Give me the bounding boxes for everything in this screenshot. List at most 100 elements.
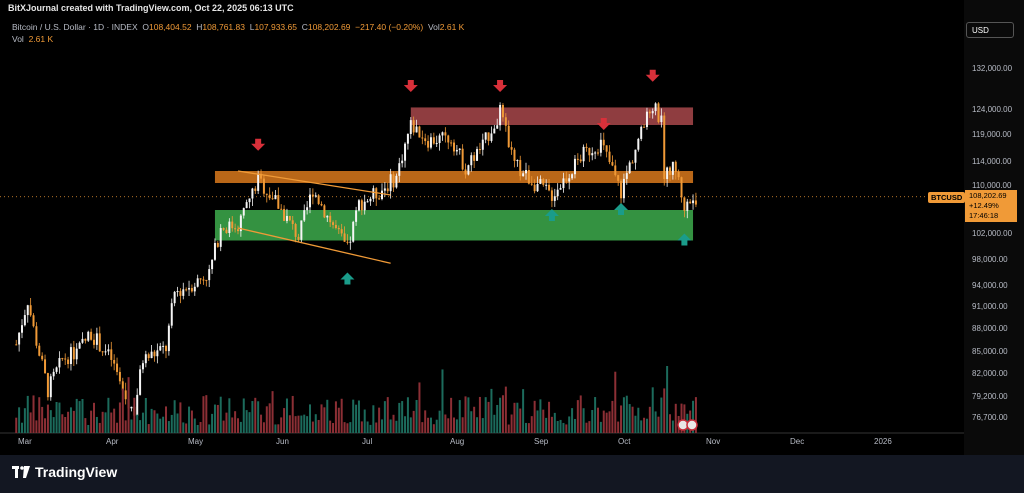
volume-bar (52, 417, 55, 433)
candle-body (297, 236, 300, 240)
volume-bar (265, 406, 268, 433)
volume-bar (162, 416, 165, 433)
volume-bar (193, 418, 196, 433)
candle-body (692, 200, 695, 204)
candle-body (484, 132, 487, 140)
symbol-description[interactable]: Bitcoin / U.S. Dollar · 1D · INDEX (12, 22, 138, 32)
candle-body (677, 171, 680, 178)
y-tick-label: 85,000.00 (972, 347, 1008, 356)
candle-body (343, 233, 346, 242)
candle-body (597, 152, 599, 154)
volume-bar (156, 413, 159, 433)
candle-body (666, 167, 669, 179)
volume-bar (147, 424, 150, 433)
candle-body (614, 165, 617, 176)
volume-bar (144, 397, 147, 433)
candle-body (265, 193, 268, 195)
candle-body (363, 201, 366, 211)
x-tick-label: Jul (362, 437, 373, 446)
volume-indicator-label: Vol (12, 34, 24, 44)
candle-body (617, 175, 620, 181)
candle-body (432, 137, 435, 144)
volume-bar (254, 397, 257, 433)
price-axis[interactable] (964, 0, 1024, 455)
volume-bar (620, 405, 623, 433)
candle-body (225, 229, 228, 233)
volume-bar (381, 419, 383, 433)
ohlc-legend: Bitcoin / U.S. Dollar · 1D · INDEX O108,… (12, 22, 464, 32)
x-tick-label: Oct (618, 437, 631, 446)
candle-body (26, 305, 29, 316)
candle-body (663, 115, 666, 179)
volume-bar (343, 422, 346, 433)
volume-bar (61, 414, 64, 433)
volume-bar (669, 414, 671, 433)
candle-body (447, 135, 450, 143)
volume-bar (248, 412, 251, 433)
candle-body (352, 221, 355, 242)
volume-bar (611, 400, 614, 433)
volume-bar (225, 412, 228, 433)
volume-bar (262, 422, 265, 433)
volume-bar (303, 414, 306, 433)
volume-bar (663, 388, 666, 433)
volume-bar (228, 398, 231, 433)
volume-bar (421, 422, 424, 433)
candle-body (435, 143, 438, 145)
candle-body (165, 345, 167, 352)
volume-bar (562, 422, 565, 433)
candle-body (257, 173, 260, 191)
candle-body (349, 241, 352, 243)
volume-bar (95, 416, 98, 433)
candle-body (64, 358, 67, 360)
candle-body (476, 149, 479, 161)
candle-body (326, 215, 329, 218)
volume-bar (211, 413, 214, 433)
candle-body (429, 137, 432, 148)
candle-body (237, 229, 239, 232)
volume-bar (378, 407, 381, 433)
volume-bar (415, 400, 418, 433)
currency-button[interactable]: USD (966, 22, 1014, 38)
volume-bar (383, 401, 386, 433)
candle-body (622, 178, 625, 199)
volume-bar (559, 419, 562, 433)
volume-bar (548, 401, 551, 433)
up-arrow-icon (614, 203, 629, 215)
volume-bar (219, 396, 222, 433)
price-chart[interactable] (0, 0, 1024, 455)
candle-body (213, 242, 216, 260)
candle-body (602, 139, 605, 146)
tradingview-logo[interactable]: TradingView (12, 464, 117, 480)
volume-bar (190, 410, 193, 433)
volume-bar (202, 396, 205, 433)
volume-bar (44, 418, 47, 433)
volume-bar (346, 423, 349, 433)
candle-body (280, 208, 283, 210)
volume-legend[interactable]: Vol 2.61 K (12, 34, 53, 44)
candle-body (686, 201, 689, 211)
volume-bar (257, 401, 260, 433)
candle-body (52, 371, 55, 377)
x-tick-label: Sep (534, 437, 549, 446)
candle-body (222, 228, 225, 230)
volume-bar (87, 424, 90, 433)
volume-bar (355, 404, 358, 433)
low-value: 107,933.65 (254, 22, 297, 32)
volume-bar (78, 401, 81, 433)
symbol-tag: BTCUSD (928, 192, 966, 203)
volume-bar (398, 402, 401, 433)
candle-body (573, 158, 576, 175)
volume-bar (329, 420, 332, 433)
candle-body (219, 228, 222, 247)
candle-body (337, 228, 340, 230)
volume-bar (98, 422, 101, 433)
zone-pivot (214, 171, 694, 183)
candle-body (21, 325, 23, 333)
volume-bar (127, 377, 130, 433)
volume-bar (369, 424, 372, 433)
candle-body (196, 278, 199, 287)
candle-body (421, 137, 424, 139)
volume-bar (631, 406, 634, 433)
volume-bar (104, 412, 107, 433)
